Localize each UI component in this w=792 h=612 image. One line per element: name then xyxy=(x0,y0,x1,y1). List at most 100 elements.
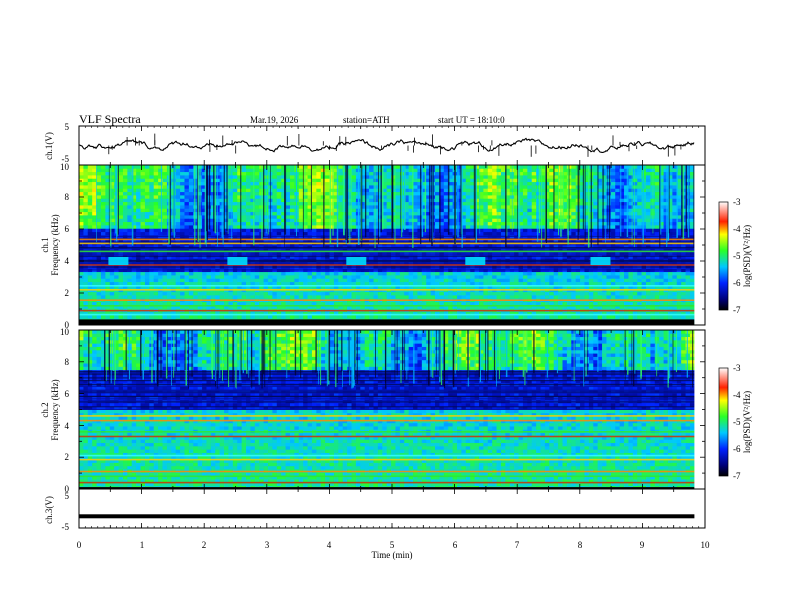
ch1-spectrogram-cell xyxy=(307,205,313,209)
ch1-spectrogram-cell xyxy=(96,205,102,209)
ch1-spectrogram-cell xyxy=(87,305,93,309)
ch1-spectrogram-cell xyxy=(109,285,115,289)
ch1-spectrogram-cell xyxy=(131,271,137,276)
ch1-spectrogram-cell xyxy=(408,275,414,279)
ch1-spectrogram-cell xyxy=(373,205,379,209)
ch1-spectrogram-cell xyxy=(443,191,449,196)
ch1-spectrogram-cell xyxy=(505,165,511,169)
ch1-spectrogram-cell xyxy=(386,168,392,173)
ch1-spectrogram-cell xyxy=(514,311,519,316)
ch1-spectrogram-cell xyxy=(448,211,454,216)
ch1-spectrogram-cell xyxy=(250,165,256,169)
ch1-spectrogram-cell xyxy=(158,228,163,233)
ch1-spectrogram-cell xyxy=(289,295,295,299)
ch1-spectrogram-cell xyxy=(175,215,181,219)
ch1-spectrogram-cell xyxy=(92,178,97,183)
ch1-spectrogram-cell xyxy=(79,291,84,296)
ch1-spectrogram-cell xyxy=(303,165,308,169)
ch1-spectrogram-cell xyxy=(395,175,401,179)
ch1-spectrogram-cell xyxy=(500,218,506,223)
ch1-spectrogram-cell xyxy=(435,205,440,209)
ch1-spectrogram-cell xyxy=(79,178,84,183)
ch1-spectrogram-cell xyxy=(329,191,335,196)
ch1-spectrogram-cell xyxy=(149,205,155,209)
ch1-spectrogram-cell xyxy=(118,285,124,289)
ch1-spectrogram-cell xyxy=(92,285,97,289)
ch1-spectrogram-cell xyxy=(114,291,119,296)
ch1-spectrogram-cell xyxy=(232,305,238,309)
ch1-spectrogram-cell xyxy=(202,221,207,226)
ch1-spectrogram-cell xyxy=(470,311,475,316)
ch1-spectrogram-cell xyxy=(105,205,111,209)
ch1-spectrogram-cell xyxy=(500,228,506,233)
ch1-spectrogram-cell xyxy=(430,295,436,299)
ch1-spectrogram-cell xyxy=(158,311,163,316)
ch1-spectrogram-cell xyxy=(311,245,317,249)
ch1-spectrogram-cell xyxy=(487,311,493,316)
ch1-spectrogram-cell xyxy=(122,198,128,203)
ch1-spectrogram-cell xyxy=(122,211,128,216)
ch1-spectrogram-cell xyxy=(241,205,247,209)
ch1-spectrogram-cell xyxy=(100,278,106,283)
ch1-spectrogram-cell xyxy=(188,218,194,223)
ch1-spectrogram-cell xyxy=(158,181,163,186)
ch1-spectrogram-cell xyxy=(527,211,533,216)
ch1-spectrogram-cell xyxy=(457,201,462,206)
ch1-spectrogram-cell xyxy=(144,171,150,176)
ch1-spectrogram-cell xyxy=(87,228,93,233)
ch1-spectrogram-cell xyxy=(452,278,458,283)
ch1-spectrogram-cell xyxy=(404,271,410,276)
ch1-spectrogram-cell xyxy=(364,198,370,203)
ch1-spectrogram-cell xyxy=(294,311,300,316)
ch1-spectrogram-cell xyxy=(333,201,339,206)
ch1-spectrogram-cell xyxy=(408,271,414,276)
ch1-spectrogram-cell xyxy=(360,215,366,219)
ch1-spectrogram-cell xyxy=(254,228,260,233)
ch1-spectrogram-cell xyxy=(259,311,265,316)
ch1-spectrogram-cell xyxy=(289,191,295,196)
ch1-spectrogram-cell xyxy=(382,281,388,286)
ch1-spectrogram-cell xyxy=(500,231,506,236)
ch1-spectrogram-cell xyxy=(311,281,317,286)
ch1-spectrogram-cell xyxy=(333,278,339,283)
ch1-spectrogram-cell xyxy=(193,255,199,259)
ch1-spectrogram-cell xyxy=(325,231,330,236)
ch1-spectrogram-cell xyxy=(360,195,366,199)
ch1-spectrogram-cell xyxy=(105,275,111,279)
ch1-spectrogram-cell xyxy=(364,228,370,233)
ch1-spectrogram-cell xyxy=(395,295,401,299)
ch1-spectrogram-cell xyxy=(232,291,238,296)
ch1-spectrogram-cell xyxy=(272,198,278,203)
ch1-spectrogram-cell xyxy=(474,271,480,276)
ch1-spectrogram-cell xyxy=(316,171,322,176)
ch1-spectrogram-cell xyxy=(241,211,247,216)
ch1-spectrogram-cell xyxy=(228,191,234,196)
ch1-spectrogram-cell xyxy=(509,291,515,296)
ch1-spectrogram-cell xyxy=(439,168,445,173)
ch1-spectrogram-cell xyxy=(421,291,427,296)
ch1-spectrogram-cell xyxy=(127,195,133,199)
ch1-spectrogram-cell xyxy=(457,315,462,319)
ch1-spectrogram-cell xyxy=(140,278,146,283)
ch1-spectrogram-cell xyxy=(329,215,335,219)
ch1-spectrogram-cell xyxy=(202,301,207,306)
ch1-spectrogram-cell xyxy=(149,315,155,319)
ch1-spectrogram-cell xyxy=(153,245,159,249)
ch1-spectrogram-cell xyxy=(289,195,295,199)
ch1-spectrogram-cell xyxy=(395,221,401,226)
ch1-spectrogram-cell xyxy=(421,215,427,219)
ch1-spectrogram-cell xyxy=(522,191,528,196)
ch1-spectrogram-cell xyxy=(276,311,282,316)
ch1-spectrogram-cell xyxy=(136,175,141,179)
ch1-spectrogram-cell xyxy=(329,181,335,186)
ch1-spectrogram-cell xyxy=(470,185,475,189)
ch1-spectrogram-cell xyxy=(79,245,84,249)
ch1-spectrogram-cell xyxy=(136,278,141,283)
ch1-spectrogram-cell xyxy=(140,165,146,169)
ch1-spectrogram-cell xyxy=(241,195,247,199)
ch1-spectrogram-cell xyxy=(259,245,265,249)
ch1-spectrogram-cell xyxy=(487,208,493,213)
ch1-spectrogram-cell xyxy=(215,278,221,283)
ch1-spectrogram-cell xyxy=(285,181,291,186)
ch1-spectrogram-cell xyxy=(338,291,344,296)
